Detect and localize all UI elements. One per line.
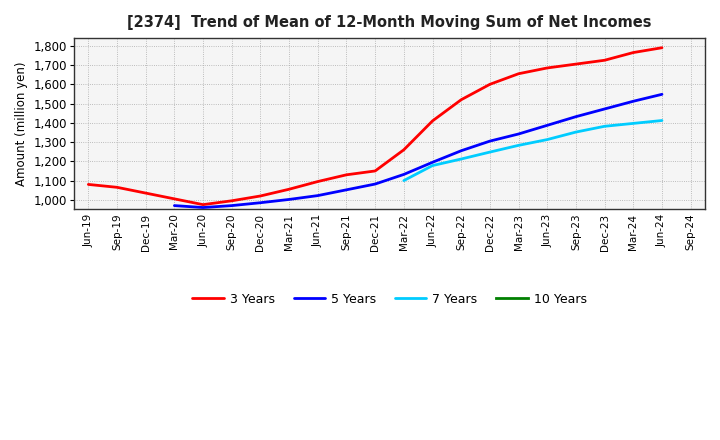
Legend: 3 Years, 5 Years, 7 Years, 10 Years: 3 Years, 5 Years, 7 Years, 10 Years <box>187 288 592 311</box>
Y-axis label: Amount (million yen): Amount (million yen) <box>15 62 28 186</box>
Title: [2374]  Trend of Mean of 12-Month Moving Sum of Net Incomes: [2374] Trend of Mean of 12-Month Moving … <box>127 15 652 30</box>
